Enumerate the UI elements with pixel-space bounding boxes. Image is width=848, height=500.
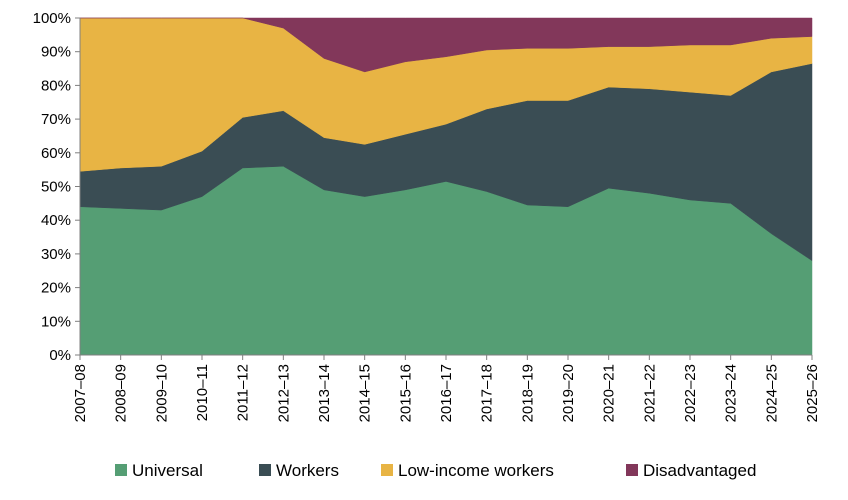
legend-swatch [626,464,638,476]
axes-group: 0% 10% 20% 30% 40% 50% 60% 70% 80% 90% 100% 2007–08… [33,10,821,422]
x-tick-label: 2007–08 [72,364,89,422]
x-tick-label: 2022–23 [682,364,699,422]
legend-swatch [381,464,393,476]
x-tick-label: 2015–16 [397,364,414,422]
area-series-group [79,17,813,356]
legend-swatch [259,464,271,476]
legend-swatch [115,464,127,476]
y-tick-label: 20% [41,280,71,297]
x-tick-label: 2019–20 [560,364,577,422]
legend-label: Low-income workers [398,461,554,480]
y-tick-label: 90% [41,44,71,61]
legend-label: Workers [276,461,339,480]
x-tick-label: 2023–24 [723,364,740,422]
x-tick-label: 2011–12 [235,364,252,421]
y-tick-label: 100% [33,10,71,27]
x-tick-label: 2018–19 [519,364,536,422]
x-tick-label: 2008–09 [113,364,130,422]
x-tick-label: 2020–21 [601,364,618,422]
x-tick-label: 2009–10 [153,364,170,422]
legend: Universal Workers Low-income workers Disadv… [115,461,756,480]
y-tick-label: 80% [41,77,71,94]
x-tick-label: 2013–14 [316,364,333,422]
y-tick-label: 50% [41,179,71,196]
x-tick-label: 2012–13 [275,364,292,422]
x-tick-label: 2014–15 [357,364,374,422]
x-tick-label: 2024–25 [763,364,780,422]
y-tick-label: 60% [41,145,71,162]
x-tick-label: 2010–11 [194,364,211,421]
area-disadvantaged [80,17,813,73]
legend-label: Disadvantaged [643,461,756,480]
x-tick-label: 2017–18 [479,364,496,422]
y-tick-label: 0% [49,347,71,364]
x-tick-label: 2021–22 [641,364,658,422]
y-tick-label: 40% [41,212,71,229]
x-tick-label: 2016–17 [438,364,455,422]
y-tick-label: 70% [41,111,71,128]
y-tick-label: 30% [41,246,71,263]
y-tick-label: 10% [41,313,71,330]
x-tick-label: 2025–26 [804,364,821,422]
legend-label: Universal [132,461,203,480]
